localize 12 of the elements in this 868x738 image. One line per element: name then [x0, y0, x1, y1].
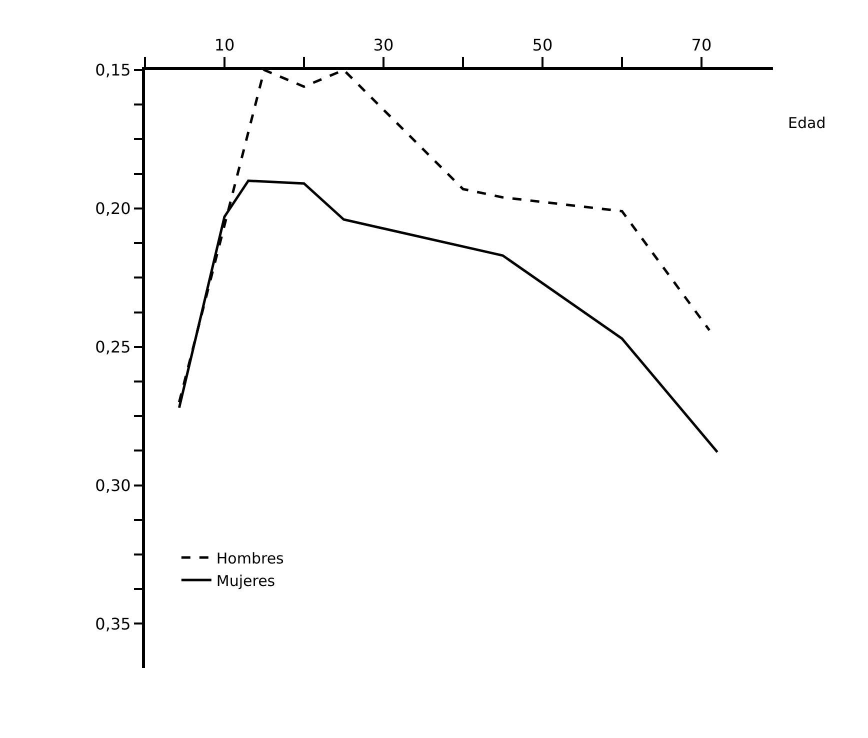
x-tick-label: 30 — [373, 36, 394, 55]
y-tick-label: 0,35 — [95, 614, 131, 634]
legend-label: Hombres — [216, 549, 284, 568]
x-tick-label: 70 — [691, 36, 712, 55]
y-tick-label: 0,25 — [95, 337, 131, 356]
y-tick-label: 0,15 — [95, 60, 131, 80]
y-tick-label: 0,30 — [95, 476, 131, 495]
legend-label: Mujeres — [216, 572, 276, 590]
x-axis-title: Edad — [788, 114, 826, 132]
y-tick-label: 0,20 — [95, 199, 131, 218]
x-tick-label: 50 — [532, 36, 553, 55]
x-tick-label: 10 — [214, 36, 235, 55]
